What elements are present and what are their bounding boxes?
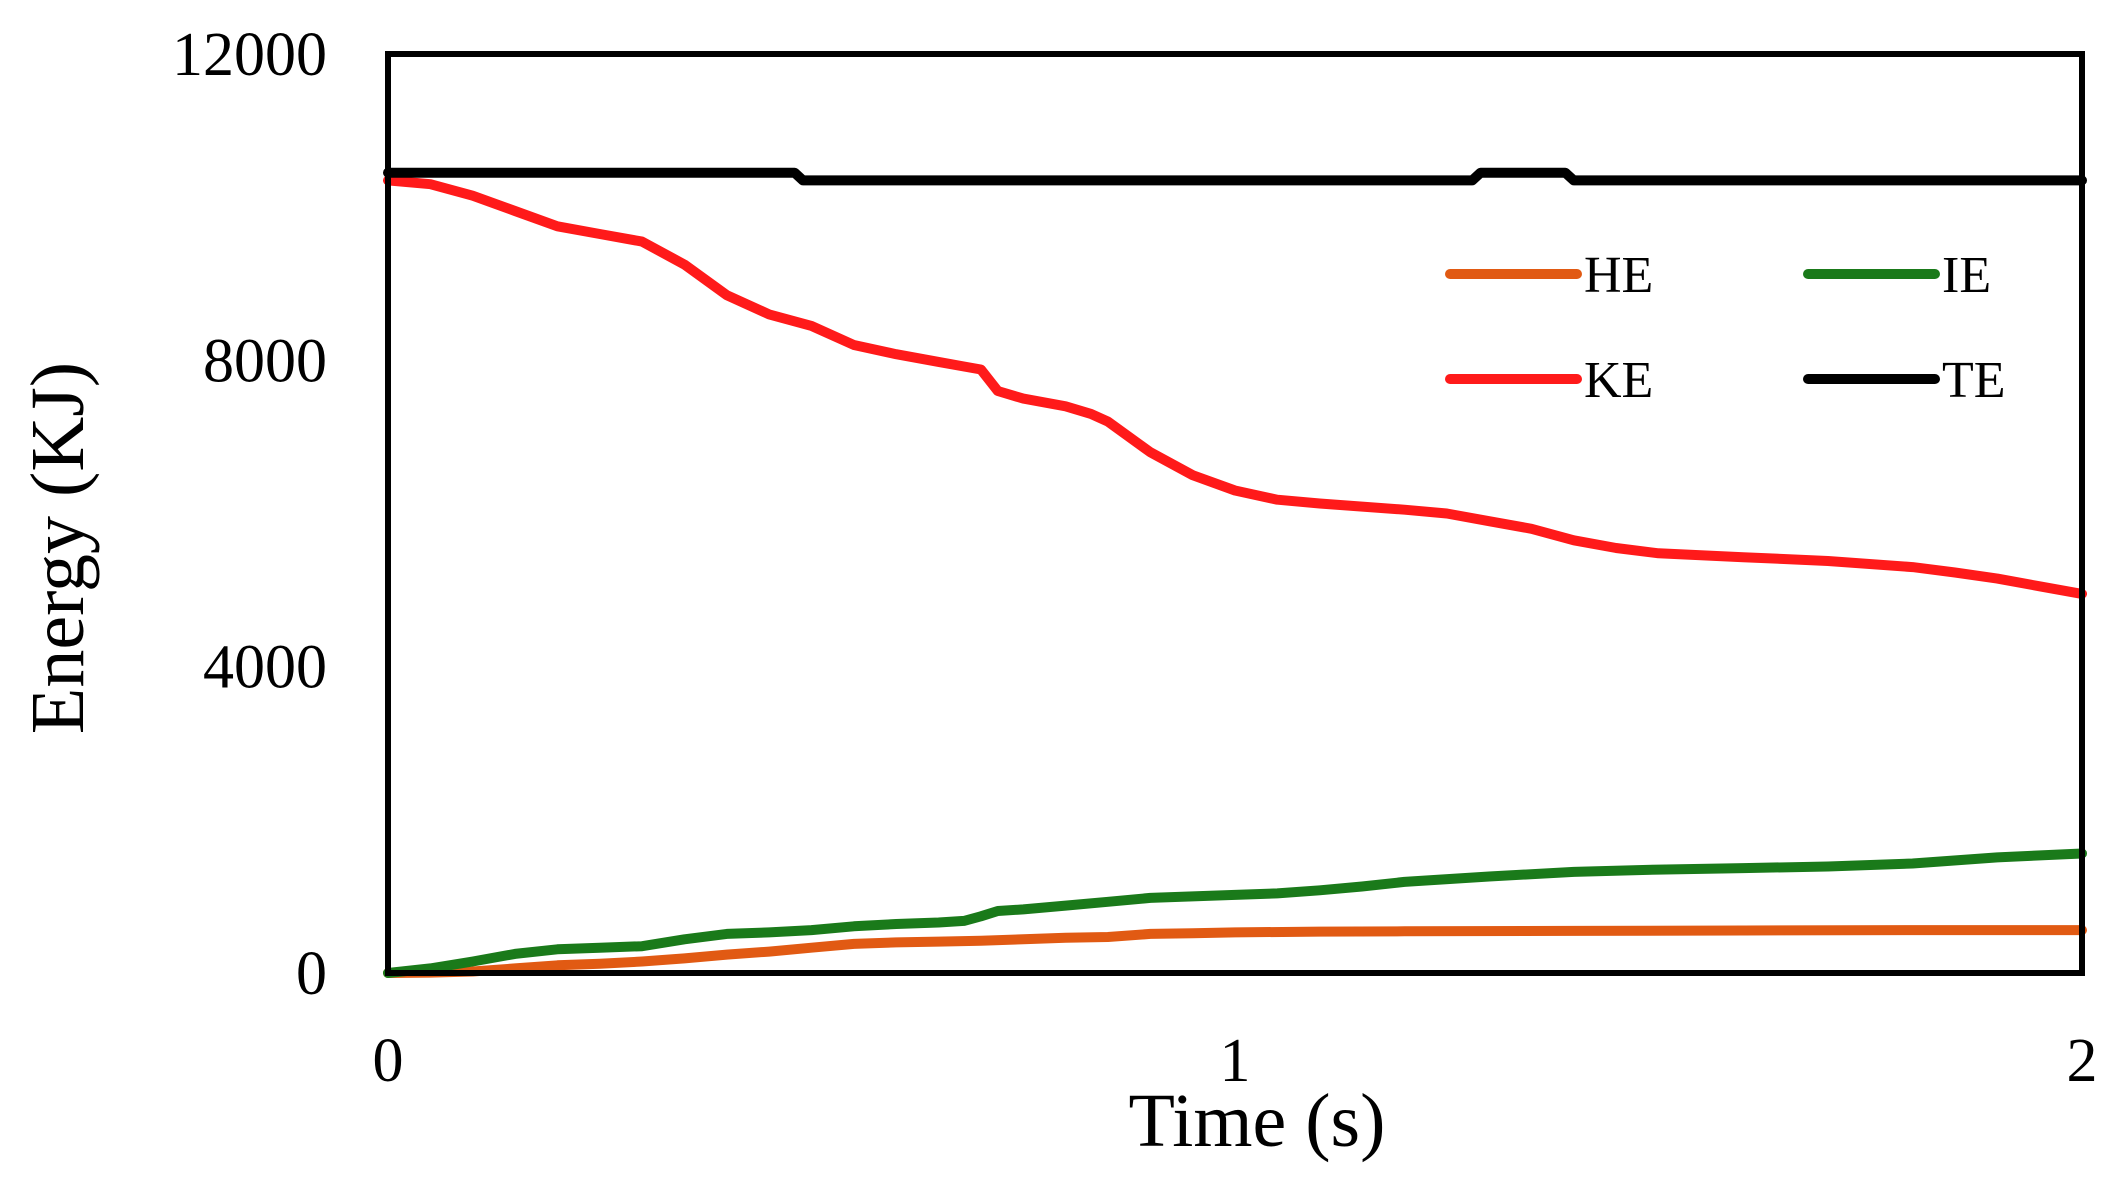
plot-frame — [385, 51, 2085, 976]
legend-label: KE — [1584, 352, 1653, 409]
y-tick-label: 0 — [296, 940, 327, 1008]
x-tick-labels: 0 1 2 — [373, 1027, 2098, 1095]
y-tick-label: 12000 — [172, 21, 327, 89]
y-tick-labels: 0 4000 8000 12000 — [172, 21, 327, 1008]
series-line-ke — [383, 175, 2087, 599]
series-line-te — [383, 167, 2087, 186]
x-tick-label: 1 — [1220, 1027, 1251, 1095]
legend-label: TE — [1942, 352, 2006, 409]
series-line-he — [383, 925, 2087, 978]
legend-item-ke: KE — [1445, 352, 1653, 409]
legend-item-te: TE — [1803, 352, 2006, 409]
legend-label: IE — [1942, 247, 1991, 304]
series-lines — [383, 167, 2087, 978]
series-line-ie — [383, 848, 2087, 978]
y-tick-label: 4000 — [203, 634, 327, 702]
legend: HE IE KE TE — [1445, 247, 2006, 409]
legend-item-ie: IE — [1803, 247, 1991, 304]
x-tick-label: 0 — [373, 1027, 404, 1095]
x-tick-label: 2 — [2067, 1027, 2098, 1095]
x-axis-title: Time (s) — [1129, 1079, 1386, 1163]
y-tick-label: 8000 — [203, 327, 327, 395]
legend-item-he: HE — [1445, 247, 1653, 304]
legend-label: HE — [1584, 247, 1653, 304]
y-axis-title: Energy (KJ) — [16, 362, 100, 734]
